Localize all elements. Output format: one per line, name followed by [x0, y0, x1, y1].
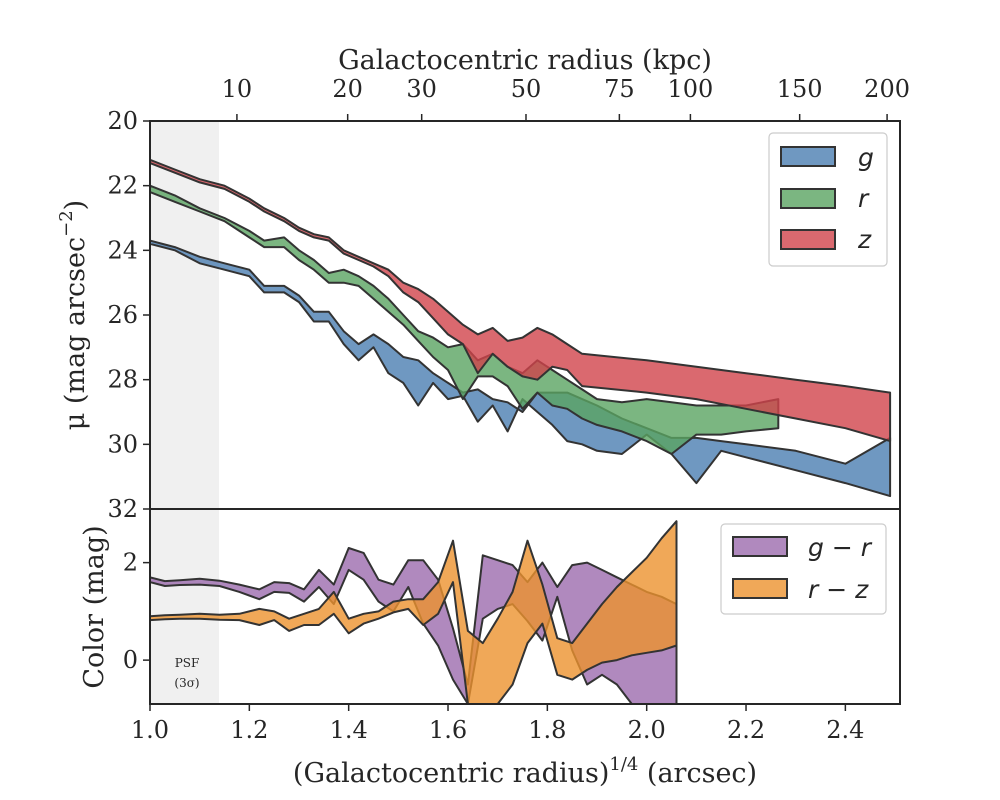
y-axis-label-top: μ (mag arcsec−2)	[56, 200, 91, 430]
kpc-tick-label: 75	[604, 75, 635, 103]
legend-label-r: r	[858, 184, 870, 213]
legend-top: g r z	[768, 132, 888, 267]
x-tick-label: 2.4	[826, 716, 864, 744]
y-tick-label: 32	[107, 495, 138, 523]
y-tick-label: 24	[107, 236, 138, 264]
x-tick-label: 2.0	[628, 716, 666, 744]
color-y-tick-label: 2	[123, 549, 138, 577]
band-z	[150, 158, 892, 443]
legend-swatch-rz	[732, 578, 788, 599]
x-tick-label: 1.6	[429, 716, 467, 744]
bottom-panel-frame	[149, 508, 901, 705]
legend-bottom: g − r r − z	[720, 523, 887, 615]
y-tick-label: 22	[107, 172, 138, 200]
y-tick-label: 28	[107, 366, 138, 394]
psf-region-top	[150, 121, 219, 509]
x-tick-label: 1.0	[131, 716, 169, 744]
y-axis-label-bottom: Color (mag)	[79, 525, 110, 688]
y-tick-label: 20	[107, 107, 138, 135]
y-tick-label: 30	[107, 430, 138, 458]
color-y-tick-label: 0	[123, 646, 138, 674]
band-g	[150, 239, 892, 498]
kpc-tick-label: 20	[332, 75, 363, 103]
band-r-minus-z	[150, 520, 678, 704]
psf-annotation-line1: PSF	[175, 656, 200, 670]
legend-label-z: z	[857, 225, 872, 254]
kpc-tick-label: 100	[667, 75, 713, 103]
x-tick-label: 1.2	[230, 716, 268, 744]
kpc-tick-label: 200	[864, 75, 910, 103]
x-tick-label: 1.4	[330, 716, 368, 744]
legend-label-gr: g − r	[808, 533, 873, 562]
x-axis-label: (Galactocentric radius)1/4 (arcsec)	[293, 754, 757, 789]
legend-swatch-r	[780, 188, 836, 209]
kpc-tick-label: 150	[777, 75, 823, 103]
legend-label-g: g	[858, 143, 874, 172]
band-r	[150, 184, 780, 455]
psf-region-bottom	[150, 509, 219, 704]
kpc-tick-label: 50	[511, 75, 542, 103]
kpc-tick-label: 30	[406, 75, 437, 103]
psf-annotation-line2: (3σ)	[174, 676, 199, 690]
x-tick-label: 1.8	[528, 716, 566, 744]
legend-swatch-gr	[732, 536, 788, 557]
legend-swatch-g	[780, 146, 836, 167]
x-tick-label: 2.2	[727, 716, 765, 744]
legend-swatch-z	[780, 229, 836, 250]
y-tick-label: 26	[107, 301, 138, 329]
top-axis-label: Galactocentric radius (kpc)	[338, 45, 712, 76]
kpc-tick-label: 10	[222, 75, 253, 103]
legend-label-rz: r − z	[808, 575, 869, 604]
